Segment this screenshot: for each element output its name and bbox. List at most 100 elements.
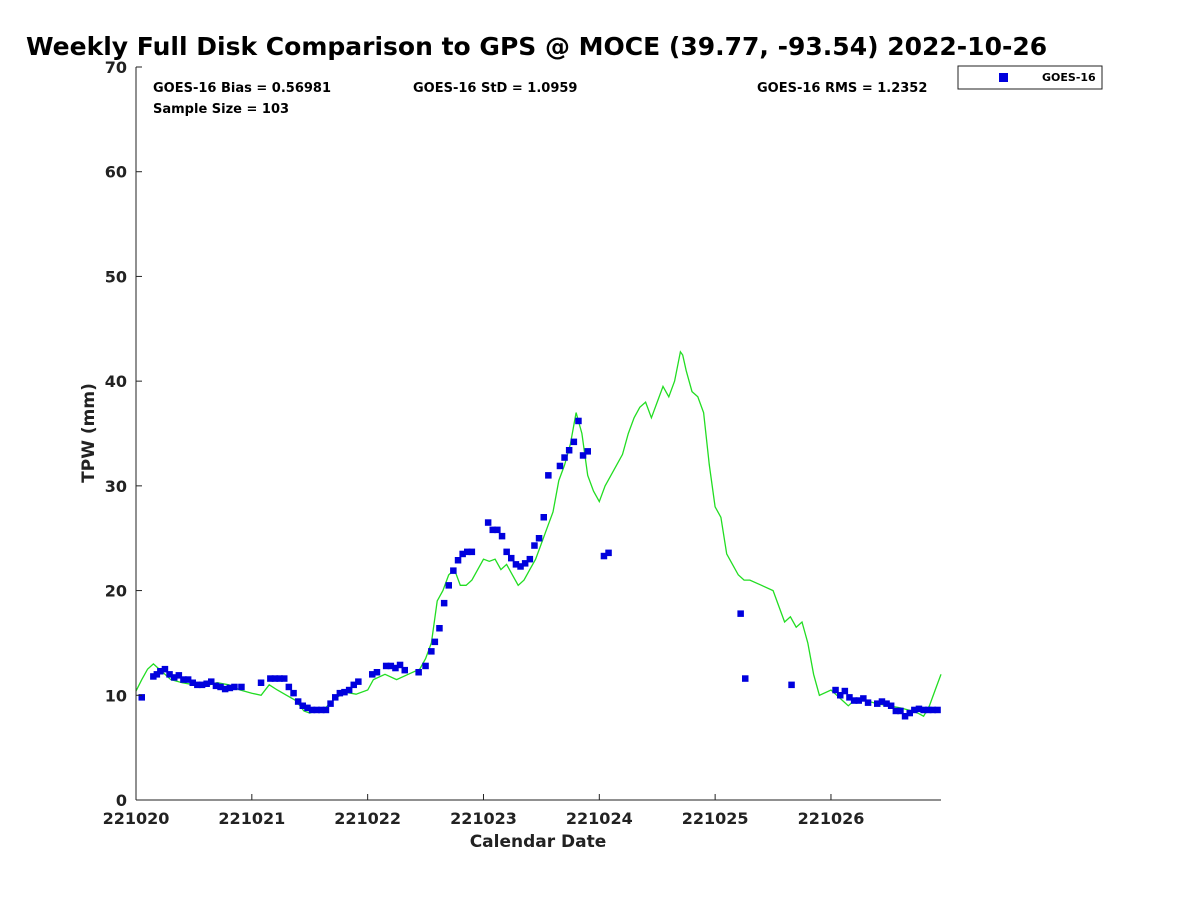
legend-box — [957, 65, 1103, 90]
goes-16-point — [267, 675, 274, 682]
goes-16-point — [887, 702, 895, 709]
goes-16-point — [911, 706, 918, 714]
goes-16-point — [737, 610, 744, 617]
goes-16-point — [322, 706, 330, 714]
goes-16-point — [494, 526, 501, 534]
plot-area — [135, 350, 942, 720]
goes-16-point — [841, 687, 849, 695]
bias-annotation: GOES-16 Bias = 0.56981 — [153, 81, 331, 96]
stats-annotations: GOES-16 Bias = 0.56981 GOES-16 StD = 1.0… — [153, 81, 927, 117]
goes-16-point — [422, 662, 429, 670]
goes-16-point — [874, 700, 881, 707]
goes-16-point — [901, 713, 909, 720]
goes-16-point — [428, 648, 435, 655]
goes-16-point — [846, 694, 853, 701]
goes-16-point — [892, 707, 900, 715]
goes-16-point — [459, 550, 466, 558]
std-annotation: GOES-16 StD = 1.0959 — [413, 81, 577, 96]
goes-16-point — [271, 675, 279, 682]
goes-16-point — [189, 679, 196, 686]
goes-16-point — [440, 599, 448, 607]
goes-16-point — [535, 535, 543, 542]
goes-16-point — [355, 678, 362, 685]
goes-16-point — [503, 548, 510, 556]
y-tick-label: 40 — [105, 372, 127, 391]
goes-16-point — [345, 686, 353, 694]
goes-16-point — [561, 454, 568, 461]
goes-16-point — [512, 561, 520, 568]
goes-16-point — [600, 552, 608, 560]
goes-16-point — [526, 555, 534, 563]
goes-16-point — [468, 548, 476, 556]
x-tick-label: 221024 — [566, 809, 633, 828]
goes-16-point — [290, 689, 297, 697]
goes-16-point — [175, 672, 183, 679]
x-tick-label: 221021 — [218, 809, 285, 828]
goes-16-point — [276, 675, 283, 682]
y-tick-label: 0 — [116, 791, 127, 810]
goes-16-point — [850, 697, 858, 704]
goes-16-point — [350, 681, 357, 689]
y-ticks: 0 10 20 30 40 50 60 70 — [105, 58, 142, 810]
goes-16-point — [226, 684, 234, 692]
x-tick-label: 221026 — [798, 809, 865, 828]
goes-16-point — [464, 548, 471, 556]
goes-16-point — [454, 557, 462, 564]
goes-16-point — [166, 671, 173, 678]
goes-16-point — [212, 682, 220, 690]
goes-16-point — [570, 438, 578, 446]
goes-16-point — [382, 662, 390, 670]
goes-16-point — [832, 686, 839, 694]
goes-16-point — [208, 678, 215, 685]
goes-16-point — [396, 661, 404, 669]
goes-16-point — [545, 472, 552, 479]
goes-16-point — [238, 683, 245, 691]
goes-16-point — [304, 704, 311, 712]
legend-label-goes-16: GOES-16 — [1042, 71, 1096, 84]
goes-16-point — [257, 679, 265, 686]
goes-16-point — [788, 681, 795, 689]
goes-16-point — [883, 700, 890, 707]
goes-16-point — [855, 697, 862, 704]
chart-title: Weekly Full Disk Comparison to GPS @ MOC… — [26, 32, 1047, 61]
goes-16-point — [579, 452, 587, 459]
goes-16-point — [138, 694, 145, 701]
goes-16-point — [584, 448, 591, 455]
goes-16-point — [203, 680, 210, 687]
y-tick-label: 20 — [105, 582, 127, 601]
goes-16-point — [906, 709, 913, 717]
goes-16-point — [521, 560, 529, 567]
goes-16-point — [161, 665, 169, 673]
goes-16-point — [436, 625, 443, 632]
legend: GOES-16 — [957, 65, 1103, 90]
goes-16-point — [198, 681, 206, 689]
goes-16-point — [336, 689, 344, 697]
goes-16-point — [369, 671, 376, 678]
goes-16-point — [445, 582, 452, 589]
axes: 0 10 20 30 40 50 60 70 221020 221021 221022 221023… — [103, 58, 941, 828]
goes-16-point — [517, 563, 524, 570]
goes-16-point — [308, 706, 316, 714]
goes-16-point — [392, 664, 399, 672]
goes-16-point — [313, 706, 320, 714]
goes-16-point — [318, 706, 325, 714]
goes-16-series-points — [138, 417, 941, 720]
goes-16-point — [217, 683, 224, 691]
rms-annotation: GOES-16 RMS = 1.2352 — [757, 81, 927, 96]
goes-16-point — [294, 698, 302, 705]
goes-16-point — [157, 668, 164, 675]
goes-16-point — [860, 695, 867, 702]
goes-16-point — [184, 676, 192, 683]
y-tick-label: 70 — [105, 58, 127, 77]
y-tick-label: 60 — [105, 163, 127, 182]
goes-16-point — [489, 526, 496, 534]
y-tick-label: 50 — [105, 267, 127, 286]
x-tick-label: 221022 — [334, 809, 401, 828]
goes-16-point — [556, 462, 564, 470]
sample-size-annotation: Sample Size = 103 — [153, 102, 289, 117]
goes-16-point — [150, 673, 157, 680]
goes-16-point — [450, 567, 457, 574]
goes-16-point — [281, 675, 288, 682]
y-axis-label: TPW (mm) — [79, 383, 99, 483]
